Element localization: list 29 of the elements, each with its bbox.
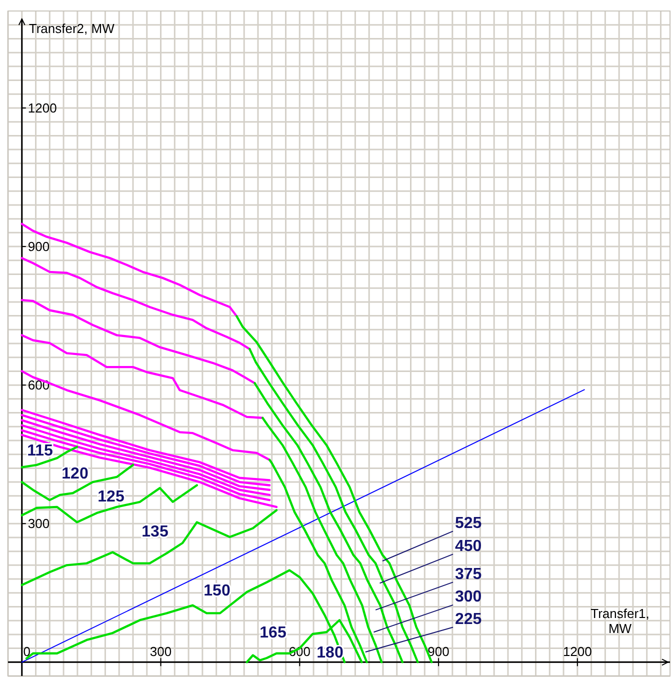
y-tick-label: 1200 [28,100,57,116]
annotation: 375 [455,566,482,583]
x-tick-label: 0 [23,644,31,660]
line-series [20,334,264,419]
annotation: 120 [62,466,88,483]
annotation: 300 [455,588,482,606]
annotation: 150 [204,582,230,600]
line-series [20,222,238,318]
annotation: 135 [142,524,168,541]
annotation: 225 [455,610,482,628]
line-series [254,382,404,664]
x-axis-title: Transfer1, MW [590,606,650,636]
x-tick-label: 900 [428,644,450,660]
y-tick-label: 900 [28,239,50,254]
line-series [262,416,383,664]
line-series [20,370,271,461]
x-tick-label: 1200 [562,644,592,660]
y-axis-title: Transfer2, MW [28,21,116,36]
line-series [20,464,134,502]
y-tick-label: 300 [28,516,50,532]
annotation: 125 [98,488,124,506]
annotation: 525 [455,514,482,532]
line-series [248,348,419,664]
annotation: 115 [27,442,54,460]
line-series [20,256,251,350]
line-series [20,446,78,468]
annotation: 165 [260,624,286,642]
x-tick-label: 300 [150,644,172,660]
annotation: 450 [455,538,482,555]
